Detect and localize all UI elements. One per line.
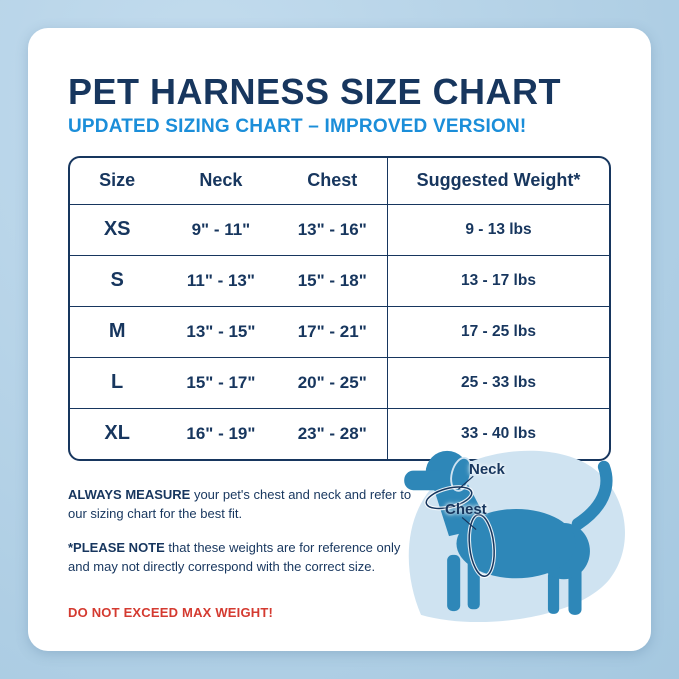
size-value: S: [70, 256, 165, 307]
chest-value: 20" - 25": [277, 357, 388, 409]
neck-strap-line: [425, 486, 473, 510]
please-note-lead: *PLEASE NOTE: [68, 539, 165, 555]
measure-note-text: your pet's chest and neck and refer to o…: [68, 486, 412, 522]
table-header-row: Size Neck Chest Suggested Weight*: [70, 157, 609, 205]
dog-rear-leg: [547, 570, 560, 614]
page-subtitle: UPDATED SIZING CHART – IMPROVED VERSION!: [68, 116, 527, 137]
column-header-weight: Suggested Weight*: [387, 158, 609, 205]
chest-leader-line: [461, 516, 477, 531]
page-title: PET HARNESS SIZE CHART: [68, 71, 562, 112]
measurement-straps: [424, 475, 497, 579]
dog-snout: [404, 470, 451, 491]
neck-value: 16" - 19": [186, 423, 256, 443]
weight-value: 13 - 17 lbs: [387, 256, 609, 307]
chest-value: 13" - 16": [277, 204, 388, 256]
column-header-neck: Neck: [164, 158, 278, 205]
neck-value: 13" - 15": [164, 307, 278, 358]
please-note-text: that these weights are for reference onl…: [68, 539, 401, 575]
size-value: M: [70, 307, 165, 358]
max-weight-warning: DO NOT EXCEED MAX WEIGHT!: [68, 604, 274, 620]
measure-note-lead: ALWAYS MEASURE: [68, 486, 191, 502]
please-note: *PLEASE NOTE that these weights are for …: [68, 538, 413, 577]
column-header-size: Size: [70, 158, 165, 205]
size-value: XL: [104, 422, 130, 445]
weight-value: 25 - 33 lbs: [387, 358, 609, 409]
dog-front-leg: [447, 554, 461, 612]
chest-value: 23" - 28": [278, 408, 388, 459]
neck-value: 15" - 17": [164, 358, 278, 409]
chest-value: 15" - 18": [277, 255, 388, 307]
chest-label: Chest: [445, 501, 487, 518]
neck-label: Neck: [469, 461, 505, 478]
size-table: Size Neck Chest Suggested Weight* XS 9" …: [68, 155, 611, 461]
size-value: L: [70, 358, 165, 409]
dog-measurement-diagram: Neck Chest: [393, 435, 645, 627]
size-value: XS: [70, 205, 165, 256]
table-row: M 13" - 15" 17" - 21" 17 - 25 lbs: [70, 306, 609, 358]
neck-value: 11" - 13": [164, 256, 278, 307]
dog-illustration: [404, 450, 625, 623]
dog-neck: [434, 483, 491, 537]
column-header-chest: Chest: [277, 157, 388, 205]
weight-value: 33 - 40 lbs: [461, 424, 536, 442]
chest-strap-line: [468, 514, 495, 578]
neck-leader-line: [457, 475, 474, 490]
weight-value: 17 - 25 lbs: [387, 307, 609, 358]
table-row: S 11" - 13" 15" - 18" 13 - 17 lbs: [70, 255, 609, 307]
measure-note: ALWAYS MEASURE your pet's chest and neck…: [68, 485, 413, 524]
table-row: XS 9" - 11" 13" - 16" 9 - 13 lbs: [70, 204, 609, 256]
table-row: L 15" - 17" 20" - 25" 25 - 33 lbs: [70, 357, 609, 409]
table-row: XL 16" - 19" 23" - 28" 33 - 40 lbs: [70, 408, 609, 459]
neck-value: 9" - 11": [164, 205, 278, 256]
chest-value: 17" - 21": [277, 306, 388, 358]
dog-silhouette: [404, 450, 613, 615]
size-chart-card: PET HARNESS SIZE CHART UPDATED SIZING CH…: [28, 28, 651, 651]
dog-rear-leg: [568, 566, 582, 615]
weight-value: 9 - 13 lbs: [387, 205, 609, 256]
notes-section: ALWAYS MEASURE your pet's chest and neck…: [68, 485, 413, 623]
dog-tail: [571, 460, 613, 531]
